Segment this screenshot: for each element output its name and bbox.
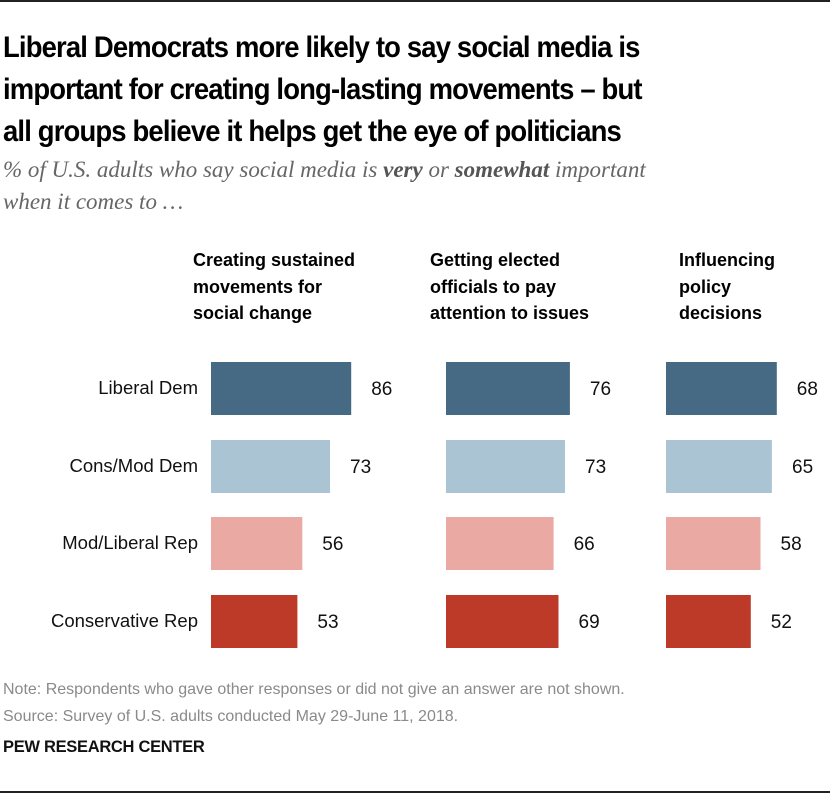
panel-header-line: officials to pay <box>430 276 557 297</box>
subtitle-text-or: or <box>422 157 455 182</box>
bar-liberal-dem-panel-2 <box>446 362 570 415</box>
bar-liberal-dem-panel-3 <box>666 362 777 415</box>
panel-header-policy-decisions: Influencing policy decisions <box>679 247 775 327</box>
bar-conservative-rep-panel-3 <box>666 595 751 648</box>
bar-cons-mod-dem-panel-2 <box>446 440 565 493</box>
data-label-liberal-dem-panel-2: 76 <box>590 379 611 400</box>
data-label-cons-mod-dem-panel-3: 65 <box>792 457 813 478</box>
title-line-1: Liberal Democrats more likely to say soc… <box>3 31 640 64</box>
panel-header-line: Creating sustained <box>193 250 356 270</box>
bar-mod-liberal-rep-panel-3 <box>666 517 761 570</box>
data-label-conservative-rep-panel-1: 53 <box>317 612 338 633</box>
data-label-conservative-rep-panel-2: 69 <box>579 612 600 633</box>
panel-header-line: policy <box>679 276 732 297</box>
source-text: Source: Survey of U.S. adults conducted … <box>3 708 459 725</box>
panel-header-line: movements for <box>193 276 323 297</box>
panel-header-line: decisions <box>679 303 763 323</box>
row-label-conservative-rep: Conservative Rep <box>50 610 198 631</box>
panel-header-elected-officials: Getting elected officials to pay attenti… <box>430 247 589 327</box>
bar-conservative-rep-panel-2 <box>446 595 559 648</box>
note-text: Note: Respondents who gave other respons… <box>3 681 625 698</box>
brand-label: PEW RESEARCH CENTER <box>3 738 205 756</box>
subtitle-text: % of U.S. adults who say social media is <box>3 157 384 182</box>
panel-header-line: attention to issues <box>430 303 590 323</box>
data-label-cons-mod-dem-panel-1: 73 <box>350 457 371 478</box>
data-label-liberal-dem-panel-1: 86 <box>371 379 392 400</box>
row-label-liberal-dem: Liberal Dem <box>98 377 198 398</box>
title-line-3: all groups believe it helps get the eye … <box>3 115 622 148</box>
data-label-mod-liberal-rep-panel-1: 56 <box>322 534 343 555</box>
data-label-liberal-dem-panel-3: 68 <box>797 379 818 400</box>
subtitle-emphasis-very: very <box>383 157 423 182</box>
bar-liberal-dem-panel-1 <box>211 362 352 415</box>
panel-header-line: Influencing <box>679 250 775 270</box>
subtitle-line-1: % of U.S. adults who say social media is… <box>3 154 823 186</box>
bar-conservative-rep-panel-1 <box>211 595 298 648</box>
top-rule <box>0 0 830 2</box>
row-label-mod-liberal-rep: Mod/Liberal Rep <box>62 532 198 553</box>
data-label-mod-liberal-rep-panel-3: 58 <box>781 534 802 555</box>
bar-mod-liberal-rep-panel-2 <box>446 517 554 570</box>
bottom-rule <box>0 791 830 793</box>
panel-header-line: social change <box>193 303 313 323</box>
bar-mod-liberal-rep-panel-1 <box>211 517 303 570</box>
bar-cons-mod-dem-panel-1 <box>211 440 330 493</box>
footer-notes: Note: Respondents who gave other respons… <box>3 676 625 730</box>
data-label-cons-mod-dem-panel-2: 73 <box>585 457 606 478</box>
chart-subtitle: % of U.S. adults who say social media is… <box>3 154 823 218</box>
subtitle-text-end: important <box>549 157 646 182</box>
subtitle-emphasis-somewhat: somewhat <box>454 157 550 182</box>
data-label-mod-liberal-rep-panel-2: 66 <box>574 534 595 555</box>
subtitle-line-2: when it comes to … <box>3 189 184 214</box>
row-label-cons-mod-dem: Cons/Mod Dem <box>69 455 198 476</box>
panel-header-sustained-movements: Creating sustained movements for social … <box>193 247 355 327</box>
data-label-conservative-rep-panel-3: 52 <box>771 612 792 633</box>
bar-cons-mod-dem-panel-3 <box>666 440 772 493</box>
title-line-2: important for creating long-lasting move… <box>3 73 643 106</box>
panel-header-line: Getting elected <box>430 250 561 270</box>
chart-title: Liberal Democrats more likely to say soc… <box>3 27 769 153</box>
